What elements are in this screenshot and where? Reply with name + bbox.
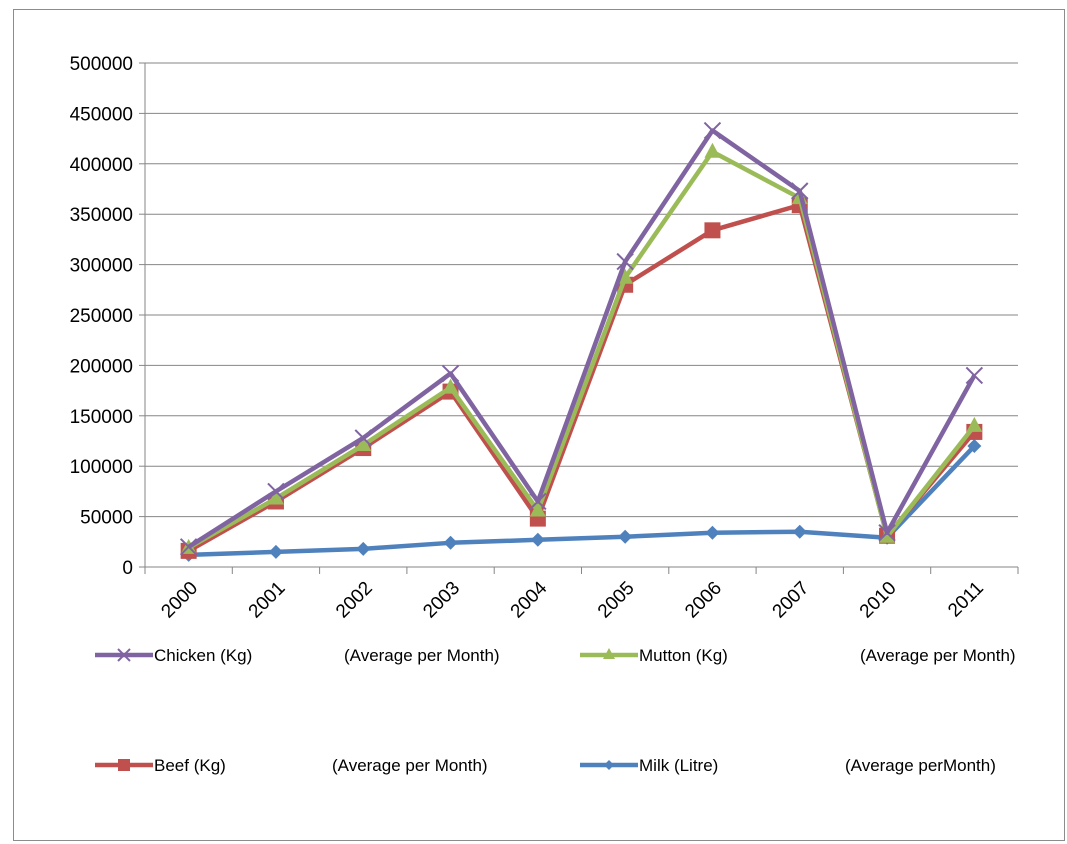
y-tick-label-200000: 200000 xyxy=(70,356,133,377)
legend-item-mutton: Mutton (Kg) (Average per Month) xyxy=(580,646,1016,665)
point-chicken-2001 xyxy=(267,482,285,501)
x-tick-label-2004: 2004 xyxy=(507,577,552,622)
series-mutton xyxy=(180,142,983,554)
series-line-mutton xyxy=(187,149,977,550)
point-milk-2007 xyxy=(792,524,807,539)
legend-label-mutton: Mutton (Kg) xyxy=(639,646,728,665)
x-tick-label-2007: 2007 xyxy=(769,578,814,623)
point-milk-2004 xyxy=(530,532,545,547)
y-tick-label-450000: 450000 xyxy=(70,104,133,125)
legend-marker-milk xyxy=(604,760,614,770)
legend: Chicken (Kg) (Average per Month) Mutton (K… xyxy=(95,646,1016,775)
y-tick-label-300000: 300000 xyxy=(70,256,133,277)
point-chicken-2006 xyxy=(703,121,722,140)
point-mutton-2002 xyxy=(355,436,372,452)
x-tick-label-2000: 2000 xyxy=(157,578,202,623)
point-milk-2011 xyxy=(967,439,982,454)
point-chicken-2005 xyxy=(616,252,634,271)
point-mutton-2004 xyxy=(529,501,546,517)
legend-marker-chicken xyxy=(117,648,131,662)
y-axis-ticks: 0 50000 100000 150000 200000 250000 300000 3500… xyxy=(70,54,145,579)
series-chicken xyxy=(179,121,984,556)
x-tick-label-2003: 2003 xyxy=(419,578,464,623)
legend-label-milk: Milk (Litre) xyxy=(639,756,718,775)
x-tick-label-2002: 2002 xyxy=(332,578,377,623)
legend-item-beef: Beef (Kg) (Average per Month) xyxy=(95,756,488,775)
point-mutton-2005 xyxy=(617,268,634,284)
x-tick-label-2001: 2001 xyxy=(245,578,290,623)
y-tick-label-0: 0 xyxy=(122,558,133,579)
point-milk-2003 xyxy=(443,535,458,550)
series-milk xyxy=(181,439,982,562)
legend-label-chicken: Chicken (Kg) xyxy=(154,646,252,665)
point-mutton-2006 xyxy=(704,142,721,158)
point-mutton-2010 xyxy=(879,527,896,543)
x-tick-label-2011: 2011 xyxy=(944,578,988,622)
gridlines xyxy=(145,62,1018,518)
legend-note-chicken: (Average per Month) xyxy=(344,646,500,665)
point-chicken-2003 xyxy=(441,364,460,383)
legend-note-beef: (Average per Month) xyxy=(332,756,488,775)
point-chicken-2000 xyxy=(179,538,198,556)
legend-marker-beef xyxy=(118,759,130,771)
point-chicken-2011 xyxy=(965,366,984,385)
point-mutton-2001 xyxy=(267,489,284,505)
point-milk-2006 xyxy=(705,525,720,540)
point-chicken-2002 xyxy=(354,429,372,447)
legend-marker-mutton xyxy=(603,648,615,659)
point-beef-2006 xyxy=(704,222,721,239)
y-tick-label-400000: 400000 xyxy=(70,155,133,176)
y-tick-label-350000: 350000 xyxy=(70,205,133,226)
series-line-milk xyxy=(188,444,976,558)
y-tick-label-250000: 250000 xyxy=(70,306,133,327)
x-axis-ticks: 2000 2001 2002 2003 2004 2005 2006 2007 2010 2011 xyxy=(144,567,1019,623)
y-tick-label-50000: 50000 xyxy=(80,508,133,529)
point-chicken-2007 xyxy=(791,182,809,200)
y-tick-label-500000: 500000 xyxy=(70,54,133,75)
series-line-chicken xyxy=(187,128,977,549)
x-tick-label-2010: 2010 xyxy=(856,578,901,623)
point-chicken-2004 xyxy=(529,492,547,511)
legend-note-milk: (Average perMonth) xyxy=(845,756,996,775)
legend-note-mutton: (Average per Month) xyxy=(860,646,1016,665)
series-group xyxy=(179,121,984,562)
point-mutton-2003 xyxy=(442,378,459,394)
y-tick-label-100000: 100000 xyxy=(70,457,133,478)
point-milk-2002 xyxy=(356,541,371,556)
x-tick-label-2006: 2006 xyxy=(681,578,726,623)
legend-item-milk: Milk (Litre) (Average perMonth) xyxy=(580,756,996,775)
legend-item-chicken: Chicken (Kg) (Average per Month) xyxy=(95,646,500,665)
point-mutton-2011 xyxy=(966,416,983,432)
x-tick-label-2005: 2005 xyxy=(594,578,639,623)
y-tick-label-150000: 150000 xyxy=(70,407,133,428)
legend-label-beef: Beef (Kg) xyxy=(154,756,226,775)
chart-frame xyxy=(13,9,1065,841)
point-milk-2001 xyxy=(268,544,283,559)
point-chicken-2010 xyxy=(878,524,896,542)
point-milk-2005 xyxy=(618,529,633,544)
